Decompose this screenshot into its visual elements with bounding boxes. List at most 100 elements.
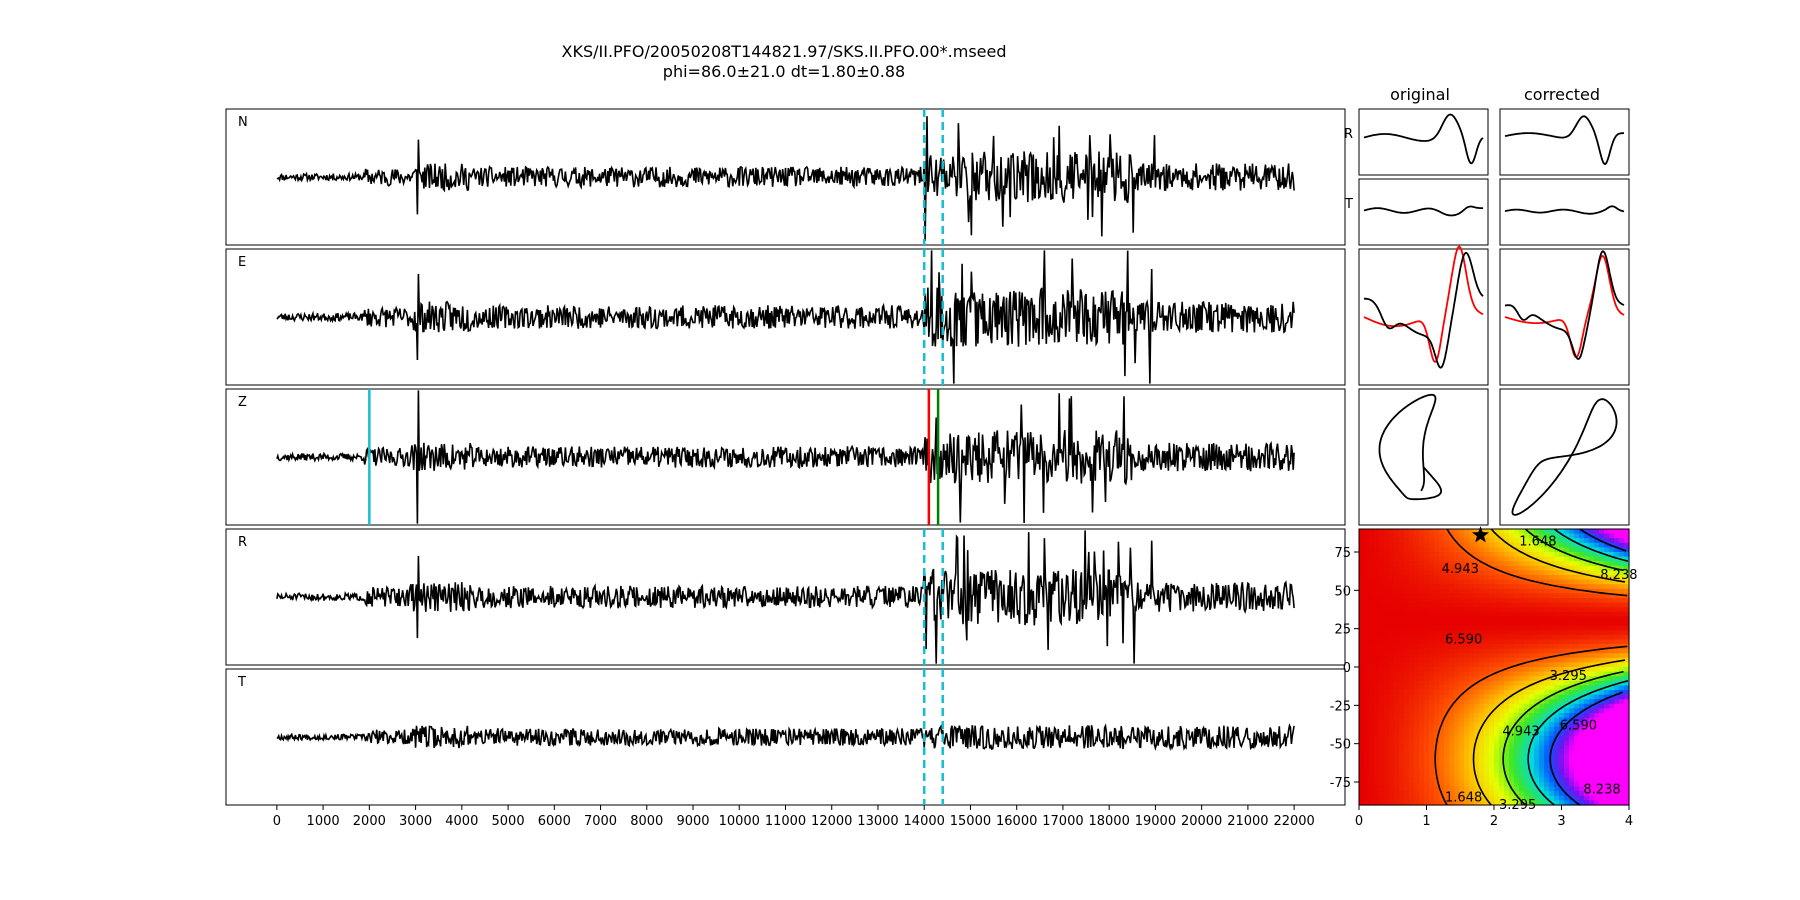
surface-cell <box>1504 657 1510 663</box>
surface-cell <box>1409 634 1415 640</box>
surface-cell <box>1524 667 1530 673</box>
surface-cell <box>1604 579 1610 585</box>
surface-cell <box>1474 759 1480 765</box>
surface-cell <box>1424 561 1430 567</box>
surface-cell <box>1454 671 1460 677</box>
surface-cell <box>1484 598 1490 604</box>
surface-cell <box>1619 625 1625 631</box>
surface-cell <box>1544 763 1550 769</box>
surface-cell <box>1559 662 1565 668</box>
surface-cell <box>1509 634 1515 640</box>
surface-cell <box>1549 593 1555 599</box>
surface-cell <box>1589 538 1595 544</box>
surface-cell <box>1524 625 1530 631</box>
surface-cell <box>1609 593 1615 599</box>
surface-cell <box>1399 800 1405 806</box>
surface-cell <box>1594 726 1600 732</box>
surface-cell <box>1524 699 1530 705</box>
surface-cell <box>1554 680 1560 686</box>
surface-cell <box>1624 602 1630 608</box>
surface-cell <box>1604 676 1610 682</box>
surface-cell <box>1624 759 1630 765</box>
surface-cell <box>1589 625 1595 631</box>
surface-cell <box>1404 736 1410 742</box>
trace-frame-Z <box>225 388 1346 526</box>
surface-cell <box>1419 671 1425 677</box>
surface-cell <box>1434 800 1440 806</box>
surface-cell <box>1384 552 1390 558</box>
surface-cell <box>1494 667 1500 673</box>
surface-cell <box>1609 552 1615 558</box>
surface-cell <box>1429 763 1435 769</box>
surface-cell <box>1484 533 1490 539</box>
surface-cell <box>1384 745 1390 751</box>
surface-cell <box>1619 552 1625 558</box>
surface-cell <box>1544 703 1550 709</box>
surface-cell <box>1454 588 1460 594</box>
surface-cell <box>1569 648 1575 654</box>
surface-cell <box>1484 529 1490 535</box>
surface-cell <box>1394 598 1400 604</box>
surface-cell <box>1454 607 1460 613</box>
x-tick-label: 9000 <box>676 814 709 829</box>
surface-cell <box>1619 533 1625 539</box>
surface-cell <box>1499 570 1505 576</box>
surface-cell <box>1394 616 1400 622</box>
surface-cell <box>1564 731 1570 737</box>
surface-cell <box>1429 602 1435 608</box>
surface-cell <box>1484 561 1490 567</box>
surface-cell <box>1439 731 1445 737</box>
surface-cell <box>1424 625 1430 631</box>
surface-cell <box>1359 593 1365 599</box>
contour-label-7: 8.238 <box>1583 783 1620 798</box>
surface-cell <box>1359 565 1365 571</box>
surface-cell <box>1559 740 1565 746</box>
surface-cell <box>1599 607 1605 613</box>
surface-cell <box>1424 782 1430 788</box>
surface-cell <box>1454 598 1460 604</box>
surface-cell <box>1359 726 1365 732</box>
surface-cell <box>1584 694 1590 700</box>
surface-cell <box>1374 754 1380 760</box>
surface-cell <box>1579 552 1585 558</box>
surface-cell <box>1569 791 1575 797</box>
surface-cell <box>1539 703 1545 709</box>
surface-cell <box>1529 768 1535 774</box>
pm-frame-0-3 <box>1358 388 1489 526</box>
surface-cell <box>1484 749 1490 755</box>
surface-cell <box>1604 749 1610 755</box>
surface-cell <box>1414 745 1420 751</box>
surface-cell <box>1414 625 1420 631</box>
surface-cell <box>1489 607 1495 613</box>
surface-cell <box>1534 561 1540 567</box>
surface-cell <box>1624 703 1630 709</box>
surface-cell <box>1449 708 1455 714</box>
surface-cell <box>1434 584 1440 590</box>
surface-cell <box>1524 616 1530 622</box>
trace-line-Z <box>276 390 1295 524</box>
surface-cell <box>1544 616 1550 622</box>
surface-cell <box>1414 547 1420 553</box>
surface-cell <box>1449 795 1455 801</box>
surface-cell <box>1469 713 1475 719</box>
surface-cell <box>1624 731 1630 737</box>
surface-cell <box>1429 800 1435 806</box>
surface-cell <box>1409 703 1415 709</box>
surface-cell <box>1609 749 1615 755</box>
surface-cell <box>1524 726 1530 732</box>
surface-cell <box>1609 547 1615 553</box>
surface-cell <box>1499 588 1505 594</box>
surface-cell <box>1424 667 1430 673</box>
surface-cell <box>1524 722 1530 728</box>
surface-cell <box>1604 745 1610 751</box>
surface-cell <box>1529 621 1535 627</box>
surface-cell <box>1599 547 1605 553</box>
surface-cell <box>1524 634 1530 640</box>
surface-cell <box>1569 653 1575 659</box>
contour-line-3-0 <box>1527 680 1629 806</box>
surface-cell <box>1399 754 1405 760</box>
surface-cell <box>1524 690 1530 696</box>
surface-cell <box>1604 542 1610 548</box>
surface-cell <box>1444 713 1450 719</box>
surface-cell <box>1399 763 1405 769</box>
